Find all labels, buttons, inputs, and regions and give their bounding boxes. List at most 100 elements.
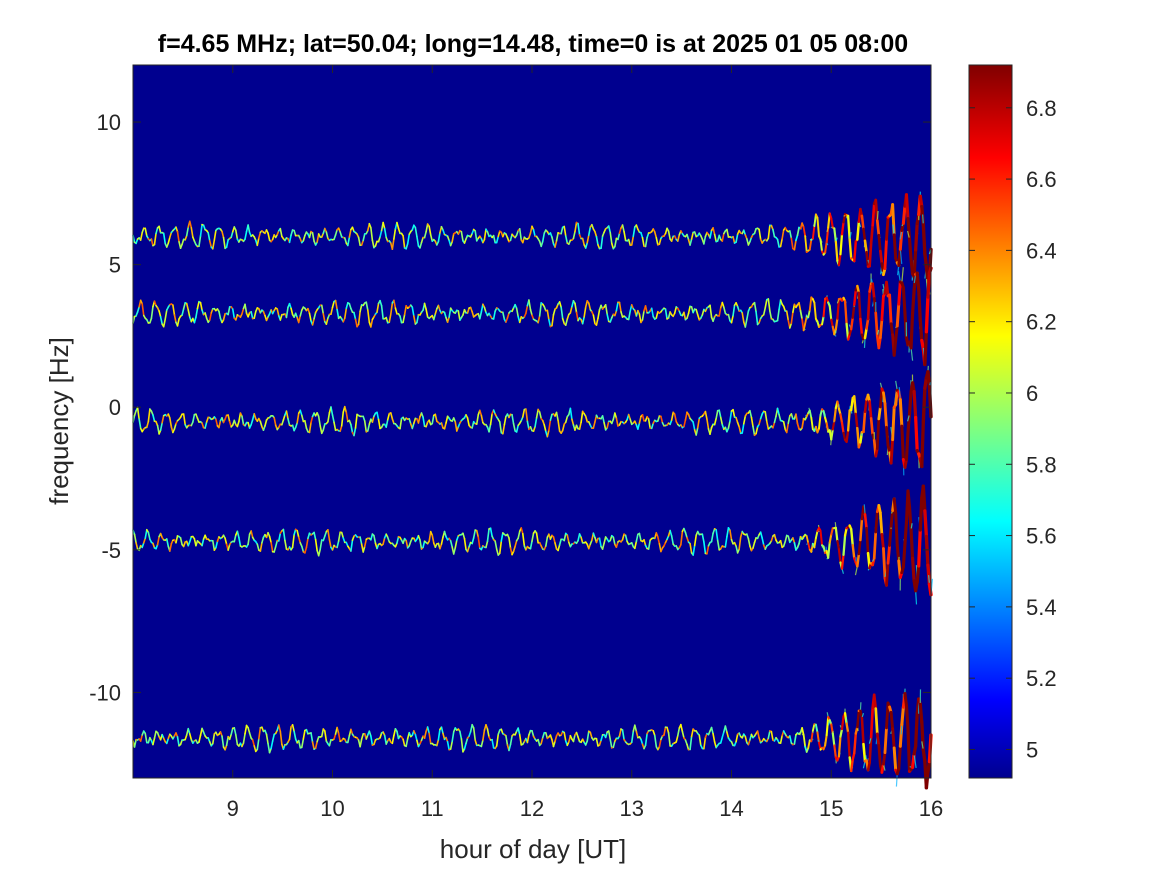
trace-segment: [732, 304, 736, 317]
trace-segment: [840, 715, 845, 731]
trace-segment: [521, 532, 526, 547]
trace-segment: [830, 217, 834, 229]
trace-segment: [738, 426, 742, 435]
trace-segment: [420, 236, 424, 244]
trace-segment: [471, 420, 475, 429]
trace-segment: [828, 533, 833, 544]
trace-segment: [787, 415, 791, 425]
trace-segment: [892, 746, 898, 772]
trace-segment: [664, 308, 668, 320]
trace-segment: [718, 409, 722, 419]
trace-segment: [804, 315, 808, 325]
trace-segment: [856, 552, 861, 568]
trace-segment: [489, 412, 493, 426]
trace-segment: [422, 540, 426, 549]
trace-segment: [199, 301, 203, 311]
trace-segment: [328, 538, 332, 549]
trace-segment: [863, 327, 868, 340]
trace-segment: [853, 395, 858, 416]
trace-segment: [235, 314, 239, 321]
trace-segment: [545, 536, 549, 547]
trace-segment: [310, 415, 314, 424]
trace-segment: [894, 324, 899, 342]
trace-segment: [580, 536, 584, 544]
trace-segment: [891, 406, 896, 442]
trace-segment: [250, 418, 254, 426]
trace-segment: [689, 238, 693, 246]
trace-segment: [614, 309, 618, 317]
trace-segment: [846, 409, 851, 432]
trace-segment: [689, 542, 693, 554]
trace-speckle: [915, 590, 918, 605]
trace-segment: [848, 238, 853, 260]
trace-segment: [866, 290, 871, 321]
trace-segment: [755, 310, 759, 326]
trace-segment: [909, 528, 915, 560]
trace-segment: [746, 310, 750, 321]
trace-segment: [779, 238, 783, 248]
colorbar-tick-label: 6.8: [1026, 96, 1057, 121]
trace-segment: [301, 545, 305, 553]
trace-segment: [212, 540, 216, 551]
trace-segment: [816, 216, 820, 238]
trace-segment: [891, 727, 896, 750]
trace-segment: [843, 527, 848, 537]
trace-segment: [670, 235, 674, 242]
trace-segment: [918, 318, 924, 343]
trace-segment: [583, 306, 587, 318]
trace-segment: [459, 730, 463, 740]
trace-segment: [313, 311, 317, 320]
trace-segment: [314, 740, 318, 750]
trace-segment: [808, 238, 813, 251]
trace-segment: [810, 416, 814, 431]
trace-segment: [204, 312, 208, 320]
trace-segment: [322, 423, 326, 431]
trace-segment: [548, 419, 552, 431]
trace-segment: [827, 541, 831, 559]
trace-segment: [569, 407, 573, 421]
trace-segment: [709, 426, 713, 435]
trace-segment: [673, 413, 678, 423]
trace-segment: [363, 420, 368, 433]
trace-segment: [872, 693, 878, 710]
trace-segment: [236, 530, 240, 539]
trace-segment: [606, 420, 610, 429]
trace-segment: [227, 543, 231, 551]
trace-segment: [767, 298, 771, 312]
trace-segment: [293, 730, 297, 740]
trace-segment: [279, 227, 283, 238]
trace-segment: [477, 536, 481, 550]
trace-segment: [285, 306, 289, 319]
trace-segment: [307, 307, 311, 315]
trace-segment: [443, 530, 447, 538]
trace-segment: [244, 230, 248, 240]
trace-segment: [324, 530, 328, 537]
trace-segment: [322, 313, 326, 323]
trace-segment: [814, 723, 819, 734]
trace-segment: [336, 540, 340, 549]
trace-segment: [629, 418, 633, 426]
trace-segment: [658, 738, 662, 748]
trace-segment: [652, 730, 656, 737]
trace-segment: [201, 422, 205, 429]
trace-segment: [630, 235, 635, 246]
trace-segment: [620, 311, 624, 318]
trace-segment: [842, 534, 847, 556]
trace-segment: [759, 531, 763, 539]
trace-segment: [762, 306, 767, 316]
trace-segment: [563, 225, 567, 237]
trace-segment: [895, 302, 901, 328]
trace-segment: [712, 315, 716, 323]
trace-segment: [159, 421, 163, 432]
colorbar-tick-label: 6.4: [1026, 238, 1057, 263]
trace-segment: [836, 298, 841, 320]
trace-segment: [340, 531, 345, 539]
trace-segment: [592, 421, 596, 429]
trace-segment: [494, 540, 498, 551]
trace-segment: [684, 531, 688, 539]
trace-segment: [767, 224, 771, 240]
trace-segment: [839, 728, 844, 738]
trace-segment: [417, 415, 421, 424]
trace-segment: [534, 416, 538, 428]
trace-segment: [277, 724, 282, 733]
